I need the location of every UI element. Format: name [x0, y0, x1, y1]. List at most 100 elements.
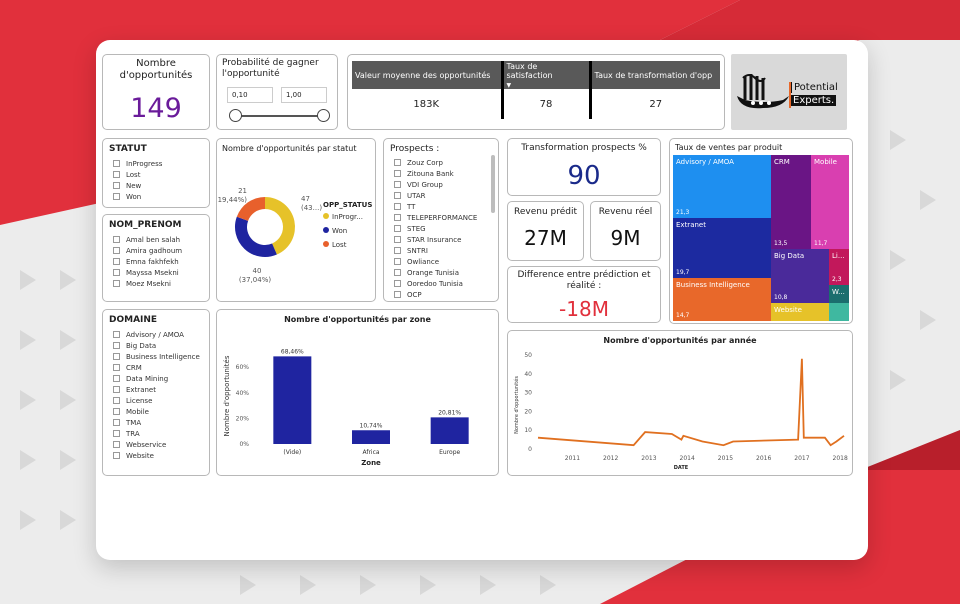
nom-prenom-item[interactable]: Amal ben salah	[113, 234, 182, 245]
donut-slice[interactable]	[236, 197, 265, 221]
status-donut-chart: Nombre d'opportunités par statut 47 (43..…	[216, 138, 376, 302]
checkbox-icon	[113, 430, 120, 437]
treemap-cell-bigdata[interactable]: Big Data 10,8	[771, 249, 829, 303]
statut-item[interactable]: InProgress	[113, 158, 162, 169]
table-cell-valeur: 183K	[413, 98, 440, 110]
prospect-item[interactable]: UTAR	[394, 190, 477, 201]
checkbox-icon	[113, 160, 120, 167]
probability-max-input[interactable]: 1,00	[281, 87, 327, 103]
prospect-item[interactable]: STEG	[394, 223, 477, 234]
domaine-item[interactable]: License	[113, 395, 200, 406]
statut-item[interactable]: Won	[113, 191, 162, 202]
probability-slicer: Probabilité de gagner l'opportunité 0,10…	[216, 54, 338, 130]
x-tick-label: 2016	[756, 455, 771, 462]
domaine-item[interactable]: Extranet	[113, 384, 200, 395]
domaine-item[interactable]: TRA	[113, 428, 200, 439]
prospect-item[interactable]: Orange Tunisia	[394, 267, 477, 278]
table-header-satisfaction[interactable]: Taux de satisfaction ▼	[500, 61, 592, 89]
probability-slider-min-handle[interactable]	[229, 109, 242, 122]
treemap-cell-small[interactable]	[829, 303, 849, 321]
treemap-cell-extranet[interactable]: Extranet 19,7	[673, 218, 771, 278]
domaine-item[interactable]: CRM	[113, 362, 200, 373]
statut-item-label: New	[126, 181, 142, 190]
domaine-item[interactable]: Big Data	[113, 340, 200, 351]
prospect-item[interactable]: STAR Insurance	[394, 234, 477, 245]
checkbox-icon	[113, 236, 120, 243]
difference-kpi-title: Difference entre prédiction et réalité :	[517, 270, 651, 291]
domaine-item-label: TMA	[126, 418, 142, 427]
bar[interactable]	[430, 417, 469, 444]
treemap-cell-mobile[interactable]: Mobile 11,7	[811, 155, 849, 249]
table-header-valeur[interactable]: Valeur moyenne des opportunités	[352, 61, 502, 89]
nom-prenom-item[interactable]: Mayssa Msekni	[113, 267, 182, 278]
prospect-item[interactable]: Zitouna Bank	[394, 168, 477, 179]
statut-item[interactable]: New	[113, 180, 162, 191]
domaine-item[interactable]: Mobile	[113, 406, 200, 417]
treemap-cell-bi[interactable]: Business Intelligence 14,7	[673, 278, 771, 321]
nom-prenom-item[interactable]: Moez Msekni	[113, 278, 182, 289]
bar-x-axis-label: Zone	[361, 459, 381, 467]
prospect-item[interactable]: Owliance	[394, 256, 477, 267]
treemap-cell-advisory[interactable]: Advisory / AMOA 21,3	[673, 155, 771, 218]
company-logo: Potential Experts.	[731, 54, 847, 130]
domaine-item[interactable]: Business Intelligence	[113, 351, 200, 362]
domaine-item-label: Big Data	[126, 341, 157, 350]
treemap-chart: Taux de ventes par produit Advisory / AM…	[669, 138, 853, 324]
bar-chart-title: Nombre d'opportunités par zone	[284, 315, 431, 324]
donut-legend-item[interactable]: Won	[332, 227, 347, 235]
prospect-item[interactable]: TELEPERFORMANCE	[394, 212, 477, 223]
prospect-item[interactable]: OCP	[394, 289, 477, 300]
prospect-item[interactable]: TT	[394, 201, 477, 212]
donut-data-label: 40	[253, 267, 262, 275]
prospect-item[interactable]: Zouz Corp	[394, 157, 477, 168]
donut-data-label: 21	[238, 187, 247, 195]
line-series[interactable]	[537, 358, 845, 447]
treemap-cell-license[interactable]: Li... 2,3	[829, 249, 849, 285]
statut-slicer-title: STATUT	[109, 144, 147, 154]
donut-legend-item[interactable]: Lost	[332, 241, 347, 249]
prospects-scrollbar[interactable]	[491, 155, 495, 213]
table-header-transformation[interactable]: Taux de transformation d'opp	[590, 61, 720, 89]
prospect-item[interactable]: Ooredoo Tunisia	[394, 278, 477, 289]
prospect-item[interactable]: SNTRI	[394, 245, 477, 256]
nom-prenom-item[interactable]: Emna fakhfekh	[113, 256, 182, 267]
nom-prenom-item-label: Emna fakhfekh	[126, 257, 179, 266]
checkbox-icon	[113, 258, 120, 265]
donut-legend-item[interactable]: InProgr...	[332, 213, 363, 221]
treemap-cell-value: 13,5	[774, 240, 788, 247]
revenu-predit-title: Revenu prédit	[513, 207, 577, 217]
logo-text-line1: Potential	[791, 82, 838, 93]
nom-prenom-item[interactable]: Amira gadhoum	[113, 245, 182, 256]
treemap-cell-w[interactable]: W...	[829, 285, 849, 303]
domaine-slicer: DOMAINE Advisory / AMOA Big Data Business …	[102, 309, 210, 476]
bar-data-label: 68,46%	[281, 348, 304, 355]
checkbox-icon	[394, 258, 401, 265]
domaine-item[interactable]: Data Mining	[113, 373, 200, 384]
bar[interactable]	[273, 356, 312, 444]
donut-pct-label: (43...)	[301, 204, 322, 212]
donut-slice[interactable]	[265, 197, 296, 255]
domaine-item[interactable]: Webservice	[113, 439, 200, 450]
donut-slice[interactable]	[235, 216, 277, 257]
statut-item[interactable]: Lost	[113, 169, 162, 180]
kpi-opportunities-card: Nombre d'opportunités 149	[102, 54, 210, 130]
probability-slicer-title: Probabilité de gagner l'opportunité	[222, 58, 319, 79]
treemap-cell-crm[interactable]: CRM 13,5	[771, 155, 811, 249]
checkbox-icon	[394, 192, 401, 199]
domaine-item[interactable]: TMA	[113, 417, 200, 428]
probability-min-input[interactable]: 0,10	[227, 87, 273, 103]
table-header-satisfaction-label: Taux de satisfaction	[506, 61, 553, 80]
checkbox-icon	[113, 386, 120, 393]
prospect-item-label: OCP	[407, 290, 422, 299]
domaine-item[interactable]: Website	[113, 450, 200, 461]
probability-slider-max-handle[interactable]	[317, 109, 330, 122]
treemap-cell-website[interactable]: Website	[771, 303, 829, 321]
nom-prenom-slicer: NOM_PRENOM Amal ben salah Amira gadhoum …	[102, 214, 210, 302]
checkbox-icon	[394, 236, 401, 243]
line-y-axis-label: Nombre d'opportunités	[513, 376, 520, 434]
domaine-item[interactable]: Advisory / AMOA	[113, 329, 200, 340]
x-tick-label: 2012	[603, 455, 618, 462]
prospect-item[interactable]: VDI Group	[394, 179, 477, 190]
bar[interactable]	[352, 430, 390, 444]
domaine-item-label: Advisory / AMOA	[126, 330, 184, 339]
